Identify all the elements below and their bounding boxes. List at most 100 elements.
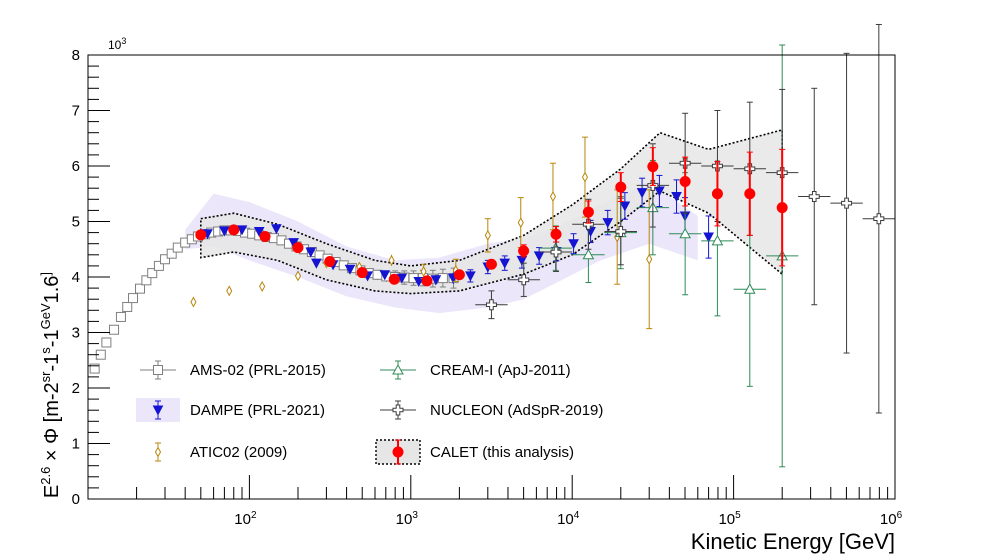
nucleon-point	[841, 197, 853, 209]
legend-label-atic02: ATIC02 (2009)	[190, 444, 287, 461]
y-tick-label: 6	[72, 158, 80, 175]
dampe-point	[533, 251, 545, 262]
x-tick-exponent: 4	[574, 510, 580, 521]
dampe-point	[619, 201, 631, 212]
calet-point	[421, 275, 433, 287]
y-tick-label: 2	[72, 380, 80, 397]
nucleon-point	[615, 225, 627, 237]
ams02-point	[109, 324, 120, 335]
dampe-point	[219, 226, 230, 237]
x-tick-base: 10	[880, 511, 897, 528]
dampe-point	[271, 224, 282, 235]
calet-point	[453, 269, 465, 281]
y-tick-label: 4	[72, 269, 80, 286]
legend-entry-nucleon: NUCLEON (AdSpR-2019)	[380, 400, 603, 420]
dampe-point	[516, 255, 528, 266]
dampe-point	[430, 275, 442, 286]
dampe-systematic-band	[185, 182, 698, 314]
atic02-point	[388, 254, 395, 266]
atic02-point	[646, 253, 653, 265]
y-tick-label: 7	[72, 103, 80, 120]
calet-point	[259, 230, 271, 242]
dampe-point	[465, 271, 476, 282]
legend: AMS-02 (PRL-2015) CREAM-I (ApJ-2011) DAMPE…	[136, 360, 603, 465]
x-tick-exponent: 6	[897, 510, 903, 521]
ams02-point	[122, 301, 133, 312]
dampe-point	[305, 247, 317, 258]
legend-marker-calet	[392, 446, 404, 458]
ams02-point	[127, 293, 138, 304]
y-title-part: -1	[41, 354, 63, 372]
legend-entry-cream1: CREAM-I (ApJ-2011)	[380, 360, 571, 380]
dampe-point	[253, 226, 265, 238]
x-tick-label: 105	[718, 510, 741, 528]
calet-point	[744, 188, 756, 200]
legend-marker-cream1	[392, 363, 404, 375]
ams02-point	[141, 275, 152, 286]
y-title-superscript: sr	[38, 371, 53, 383]
dampe-point	[344, 264, 356, 275]
y-scale-label: 103	[108, 36, 126, 52]
x-axis-title: Kinetic Energy [GeV]	[691, 529, 895, 554]
dampe-point	[671, 192, 682, 203]
dampe-point	[311, 258, 322, 269]
legend-label-calet: CALET (this analysis)	[430, 444, 574, 461]
legend-marker-dampe	[152, 405, 164, 416]
calet-point	[647, 161, 659, 173]
y-title-superscript: 2.6	[38, 467, 53, 485]
y-scale-exponent: 3	[121, 36, 126, 46]
cream1-point	[711, 234, 724, 246]
legend-entry-atic02: ATIC02 (2009)	[154, 442, 287, 462]
dampe-point	[568, 239, 579, 250]
dampe-point	[236, 225, 248, 236]
ams02-point	[101, 337, 112, 348]
y-title-superscript: s	[38, 347, 53, 354]
ams02-point	[135, 283, 146, 294]
ams02-point	[160, 254, 171, 265]
calet-systematic-band	[200, 128, 783, 295]
y-tick-label: 1	[72, 436, 80, 453]
x-tick-base: 10	[234, 511, 251, 528]
calet-point	[195, 229, 207, 241]
y-title-superscript: GeV	[38, 303, 53, 329]
cream1-point	[582, 248, 595, 260]
atic02-point	[259, 280, 266, 292]
x-tick-base: 10	[557, 511, 574, 528]
x-tick-exponent: 3	[412, 510, 418, 521]
y-axis-title: E2.6 × Φ [m-2sr-1s-1GeV1.6]	[38, 272, 63, 498]
x-tick-label: 104	[557, 510, 580, 528]
y-title-superscript: ]	[38, 272, 53, 276]
y-title-part: E	[41, 485, 63, 498]
x-tick-base: 10	[718, 511, 735, 528]
calet-point	[776, 202, 788, 214]
legend-label-cream1: CREAM-I (ApJ-2011)	[430, 362, 571, 379]
ams02-point	[147, 268, 158, 279]
atic02-point	[549, 190, 557, 203]
atic02-point	[581, 171, 589, 183]
legend-label-ams02: AMS-02 (PRL-2015)	[190, 362, 326, 379]
calet-point	[518, 245, 530, 257]
nucleon-point	[485, 299, 497, 311]
x-tick-label: 106	[880, 510, 903, 528]
calet-point	[711, 188, 723, 200]
y-tick-label: 3	[72, 325, 80, 342]
calet-point	[324, 255, 336, 267]
ams02-point	[166, 248, 177, 259]
dampe-point	[602, 218, 614, 229]
x-tick-exponent: 2	[251, 510, 257, 521]
nucleon-point	[518, 274, 530, 286]
nucleon-point	[582, 218, 594, 230]
x-tick-label: 103	[396, 510, 419, 528]
atic02-point	[484, 229, 491, 241]
calet-point	[679, 176, 691, 188]
nucleon-point	[550, 246, 562, 258]
x-tick-exponent: 5	[735, 510, 741, 521]
calet-point	[388, 273, 400, 285]
nucleon-point	[873, 213, 885, 225]
legend-marker-atic02	[154, 446, 162, 458]
x-tick-base: 10	[396, 511, 413, 528]
y-title-part: 1.6	[41, 276, 63, 304]
data-series	[89, 23, 896, 468]
